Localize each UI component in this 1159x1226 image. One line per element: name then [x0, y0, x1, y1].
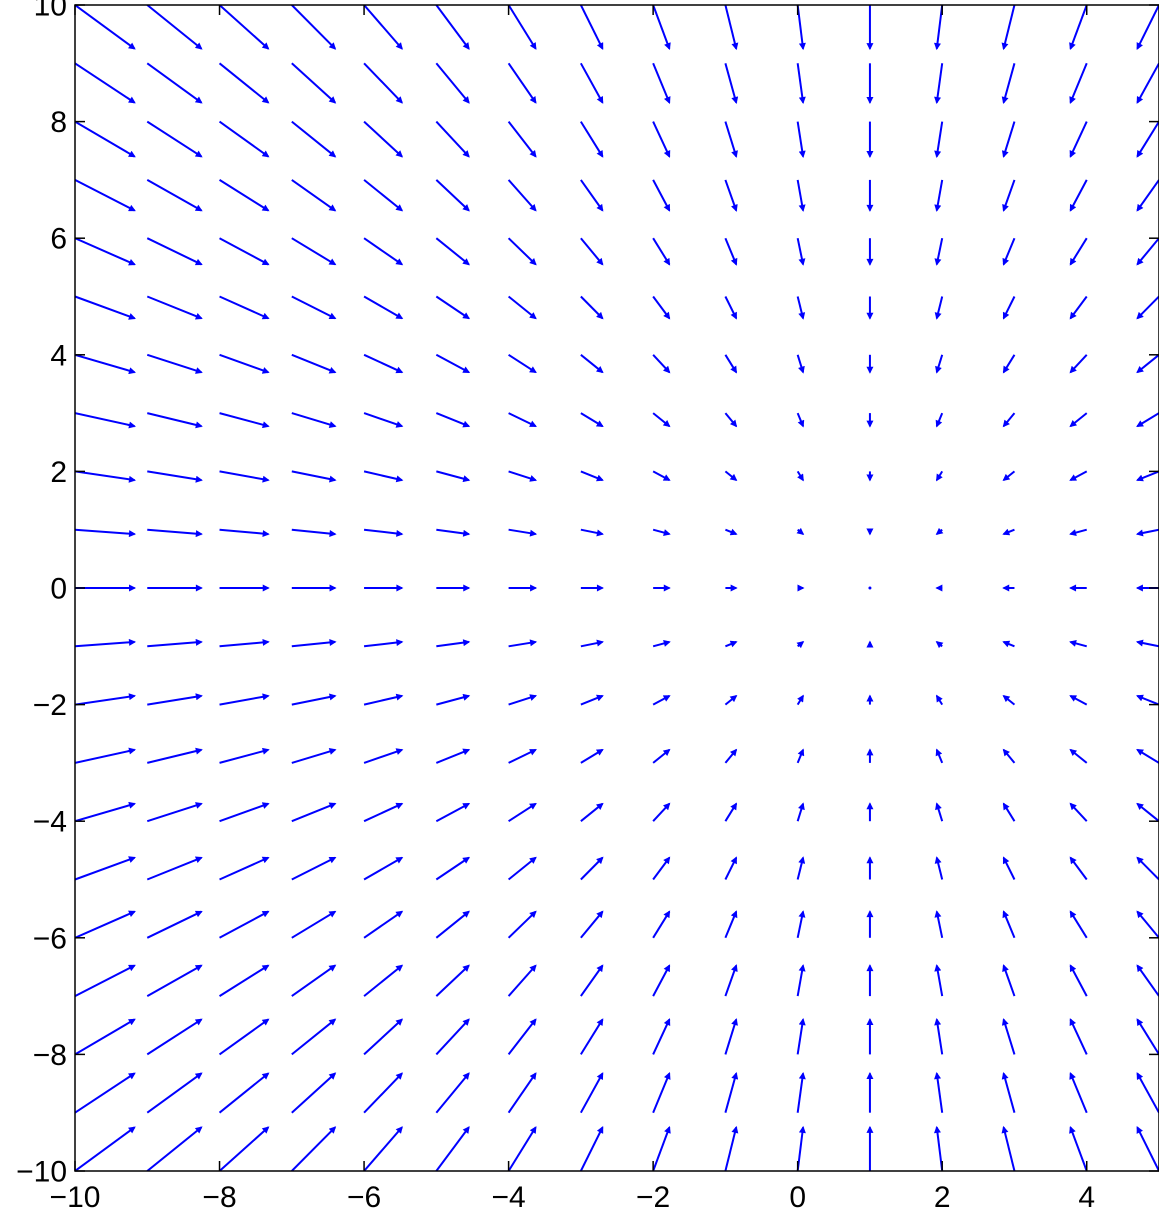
- vector-field-chart: −10 −8 −6 −4 −2 0 2 4−10 −8 −6 −4 −2 0 2 4 6 8 10: [0, 0, 1159, 1226]
- y-tick-label: 0: [50, 573, 67, 606]
- y-tick-label: 10: [34, 0, 67, 23]
- y-tick-label: −2: [33, 689, 67, 722]
- vector-field-arrows: [75, 5, 1159, 1171]
- y-tick-label: 4: [50, 339, 67, 372]
- y-tick-label: 6: [50, 223, 67, 256]
- y-tick-label: −10: [16, 1156, 67, 1189]
- y-ticks: −10 −8 −6 −4 −2 0 2 4 6 8 10: [16, 0, 1159, 1189]
- x-tick-label: −8: [202, 1181, 236, 1214]
- y-tick-label: 8: [50, 106, 67, 139]
- x-tick-label: −6: [347, 1181, 381, 1214]
- y-tick-label: −8: [33, 1039, 67, 1072]
- y-tick-label: −4: [33, 806, 67, 839]
- y-tick-label: −6: [33, 922, 67, 955]
- y-tick-label: 2: [50, 456, 67, 489]
- x-tick-label: −4: [491, 1181, 525, 1214]
- x-tick-label: 0: [789, 1181, 806, 1214]
- x-tick-label: 2: [934, 1181, 951, 1214]
- x-tick-label: −2: [636, 1181, 670, 1214]
- x-tick-label: 4: [1078, 1181, 1095, 1214]
